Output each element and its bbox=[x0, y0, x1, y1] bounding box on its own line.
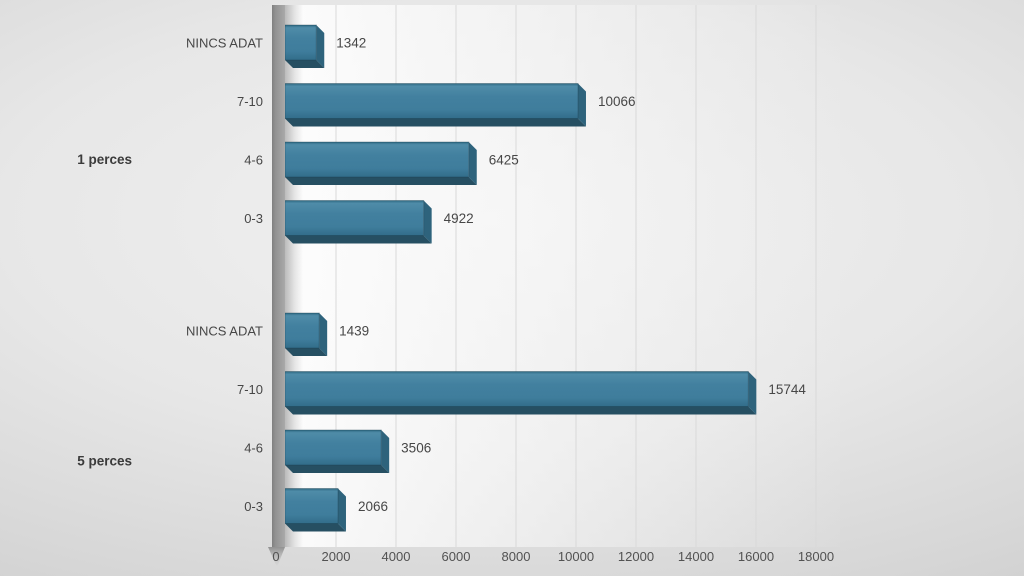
x-tick-label: 0 bbox=[272, 549, 279, 564]
bar-value-label: 10066 bbox=[598, 94, 636, 109]
bar-front-face bbox=[284, 24, 317, 61]
x-tick-label: 10000 bbox=[558, 549, 594, 564]
category-label: 0-3 bbox=[244, 211, 263, 226]
x-tick-label: 6000 bbox=[442, 549, 471, 564]
bar-right-face bbox=[316, 25, 325, 68]
bar-bottom-face bbox=[285, 465, 390, 473]
bar-value-label: 1439 bbox=[339, 324, 369, 339]
bar-value-label: 15744 bbox=[768, 382, 806, 397]
category-label: NINCS ADAT bbox=[186, 324, 263, 339]
x-tick-label: 8000 bbox=[502, 549, 531, 564]
bar-right-face bbox=[423, 200, 432, 244]
axis-wall-tail bbox=[268, 547, 285, 567]
bar-value-label: 3506 bbox=[401, 441, 431, 456]
bars-layer bbox=[284, 24, 757, 532]
bar-bottom-face bbox=[285, 406, 757, 415]
bar-right-face bbox=[468, 142, 477, 185]
bar-1-perces-7-10 bbox=[284, 83, 586, 127]
category-label: 7-10 bbox=[237, 94, 263, 109]
category-label: 4-6 bbox=[244, 153, 263, 168]
bar-5-perces-4-6 bbox=[284, 429, 390, 473]
bar-5-perces-NINCS-ADAT bbox=[284, 312, 328, 356]
bar-right-face bbox=[381, 430, 390, 473]
bar-right-face bbox=[748, 371, 757, 415]
bar-right-face bbox=[577, 83, 586, 127]
bar-bottom-face bbox=[285, 60, 325, 68]
bar-front-face bbox=[284, 429, 382, 466]
category-label: 7-10 bbox=[237, 382, 263, 397]
bar-bottom-face bbox=[285, 235, 432, 244]
bar-front-face bbox=[284, 371, 749, 407]
bar-bottom-face bbox=[285, 118, 586, 127]
bar-5-perces-7-10 bbox=[284, 371, 757, 415]
bar-right-face bbox=[337, 488, 346, 532]
bar-front-face bbox=[284, 83, 579, 119]
bar-value-label: 2066 bbox=[358, 499, 388, 514]
bar-bottom-face bbox=[285, 177, 477, 185]
x-tick-label: 12000 bbox=[618, 549, 654, 564]
x-tick-label: 18000 bbox=[798, 549, 834, 564]
bar-front-face bbox=[284, 200, 425, 236]
group-label: 5 perces bbox=[77, 454, 132, 469]
bar-front-face bbox=[284, 312, 320, 349]
category-label: 4-6 bbox=[244, 441, 263, 456]
x-tick-label: 4000 bbox=[382, 549, 411, 564]
bar-bottom-face bbox=[285, 523, 346, 532]
labels-layer: 1342 NINCS ADAT 10066 7-10 6425 4-6 4922 0-3 1 p… bbox=[77, 36, 806, 515]
bar-bottom-face bbox=[285, 348, 328, 356]
axis-wall bbox=[272, 5, 285, 547]
bar-1-perces-0-3 bbox=[284, 200, 432, 244]
x-tick-label: 14000 bbox=[678, 549, 714, 564]
bar-value-label: 1342 bbox=[336, 36, 366, 51]
bar-front-face bbox=[284, 141, 470, 178]
bar-front-face bbox=[284, 488, 339, 524]
bar-1-perces-4-6 bbox=[284, 141, 477, 185]
x-axis-tick-labels: 0 2000 4000 6000 8000 10000 12000 14000 16000 180… bbox=[272, 549, 834, 564]
bar-right-face bbox=[319, 313, 328, 356]
bar-1-perces-NINCS-ADAT bbox=[284, 24, 325, 68]
category-label: 0-3 bbox=[244, 499, 263, 514]
x-tick-label: 16000 bbox=[738, 549, 774, 564]
bar-value-label: 6425 bbox=[489, 153, 519, 168]
category-label: NINCS ADAT bbox=[186, 36, 263, 51]
bar-5-perces-0-3 bbox=[284, 488, 346, 532]
x-tick-label: 2000 bbox=[322, 549, 351, 564]
group-label: 1 perces bbox=[77, 152, 132, 167]
bar-value-label: 4922 bbox=[444, 211, 474, 226]
